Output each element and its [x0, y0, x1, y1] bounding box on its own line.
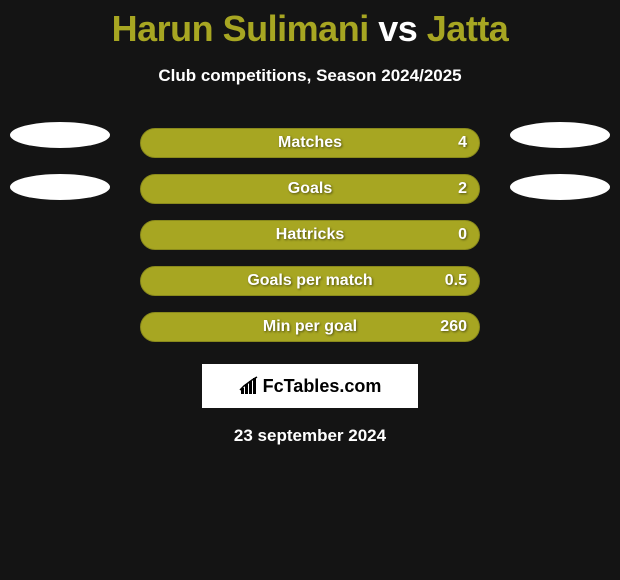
logo-text: FcTables.com — [263, 376, 382, 397]
stat-label: Goals — [288, 180, 332, 198]
stat-bar: Hattricks 0 — [140, 220, 480, 250]
stat-bar: Goals per match 0.5 — [140, 266, 480, 296]
player1-name: Harun Sulimani — [112, 8, 369, 49]
date-text: 23 september 2024 — [0, 426, 620, 446]
stat-label: Matches — [278, 134, 342, 152]
stat-label: Goals per match — [247, 272, 372, 290]
stat-bar: Min per goal 260 — [140, 312, 480, 342]
stat-bar: Goals 2 — [140, 174, 480, 204]
stat-row-min-per-goal: Min per goal 260 — [0, 312, 620, 342]
logo-content: FcTables.com — [239, 376, 382, 397]
stat-row-goals: Goals 2 — [0, 174, 620, 204]
main-container: Harun Sulimani vs Jatta Club competition… — [0, 0, 620, 446]
stats-area: Matches 4 Goals 2 Hattricks 0 Goals per … — [0, 128, 620, 342]
logo-box: FcTables.com — [202, 364, 418, 408]
stat-value: 4 — [458, 134, 467, 152]
stat-value: 2 — [458, 180, 467, 198]
subtitle: Club competitions, Season 2024/2025 — [0, 66, 620, 86]
stat-value: 260 — [440, 318, 467, 336]
page-title: Harun Sulimani vs Jatta — [0, 0, 620, 50]
stat-value: 0 — [458, 226, 467, 244]
vs-text: vs — [378, 8, 417, 49]
stat-label: Hattricks — [276, 226, 344, 244]
stat-value: 0.5 — [445, 272, 467, 290]
stat-row-hattricks: Hattricks 0 — [0, 220, 620, 250]
player2-name: Jatta — [427, 8, 509, 49]
stat-label: Min per goal — [263, 318, 357, 336]
stat-row-matches: Matches 4 — [0, 128, 620, 158]
chart-icon — [239, 376, 259, 396]
stat-row-goals-per-match: Goals per match 0.5 — [0, 266, 620, 296]
stat-bar: Matches 4 — [140, 128, 480, 158]
